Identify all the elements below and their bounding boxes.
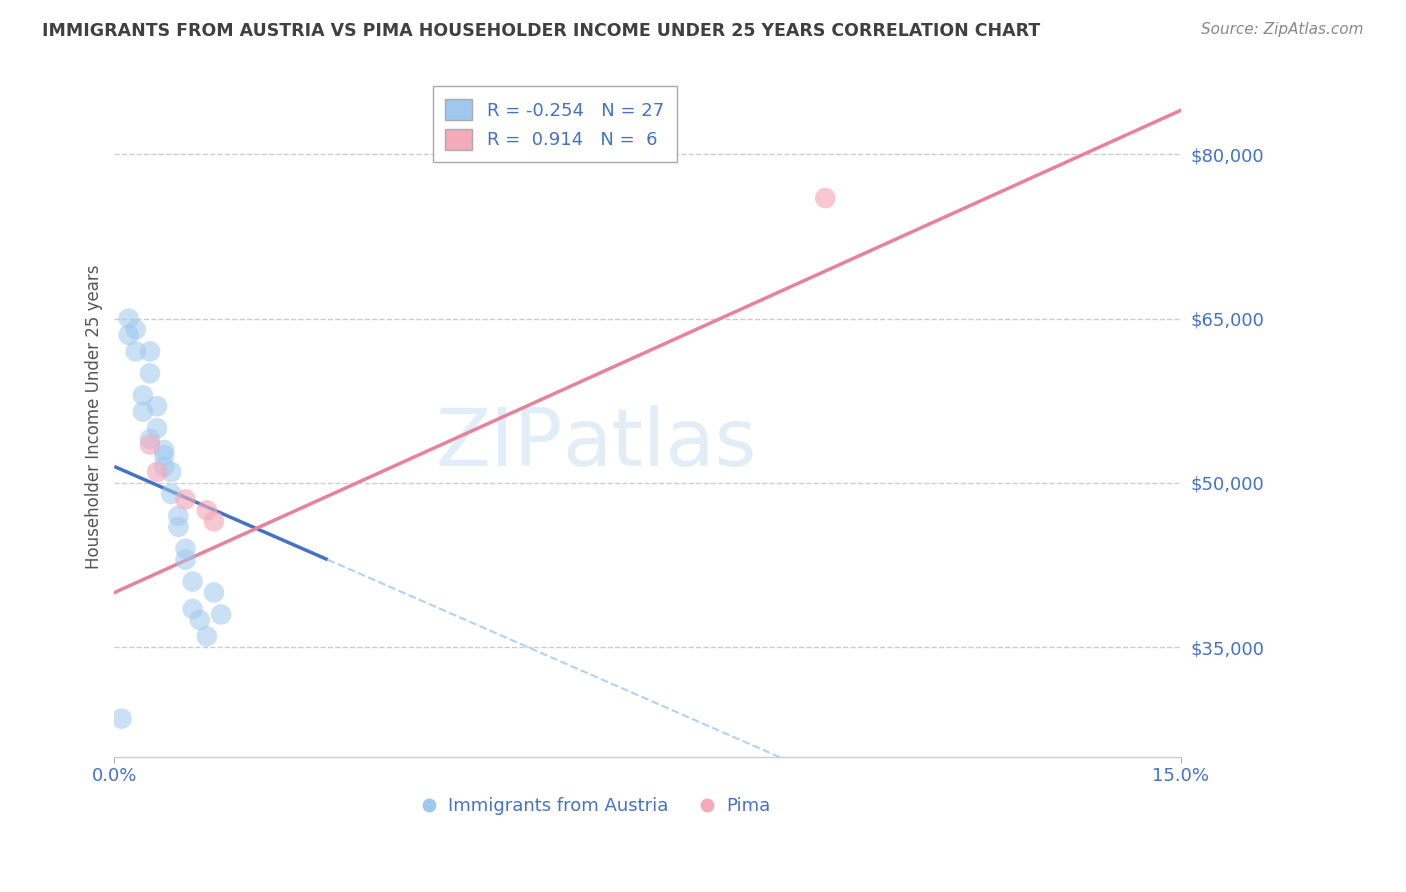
Point (125, 322, 148, 336)
Point (139, 432, 162, 446)
Point (174, 492, 197, 507)
Point (125, 344, 148, 359)
Point (202, 514, 225, 528)
Point (153, 449, 176, 463)
Point (814, 191, 837, 205)
Point (160, 487, 183, 501)
Text: IMMIGRANTS FROM AUSTRIA VS PIMA HOUSEHOLDER INCOME UNDER 25 YEARS CORRELATION CH: IMMIGRANTS FROM AUSTRIA VS PIMA HOUSEHOL… (42, 22, 1040, 40)
Point (146, 465, 169, 479)
Point (195, 629, 218, 643)
Point (160, 465, 183, 479)
Legend: Immigrants from Austria, Pima: Immigrants from Austria, Pima (411, 790, 778, 822)
Text: Source: ZipAtlas.com: Source: ZipAtlas.com (1201, 22, 1364, 37)
Point (167, 520, 190, 534)
Y-axis label: Householder Income Under 25 years: Householder Income Under 25 years (86, 265, 103, 569)
Point (202, 585, 225, 599)
Text: ZIP: ZIP (434, 405, 562, 483)
Point (195, 503, 218, 517)
Point (153, 443, 176, 458)
Point (132, 388, 155, 402)
Point (117, 311, 139, 326)
Point (132, 405, 155, 419)
Point (167, 508, 190, 523)
Point (146, 421, 169, 435)
Point (139, 367, 162, 381)
Point (153, 459, 176, 474)
Text: atlas: atlas (562, 405, 756, 483)
Point (139, 437, 162, 451)
Point (181, 602, 204, 616)
Point (188, 613, 211, 627)
Point (146, 399, 169, 413)
Point (209, 607, 232, 622)
Point (174, 541, 197, 556)
Point (117, 328, 139, 343)
Point (174, 552, 197, 566)
Point (181, 574, 204, 589)
Point (139, 344, 162, 359)
Point (110, 712, 132, 726)
